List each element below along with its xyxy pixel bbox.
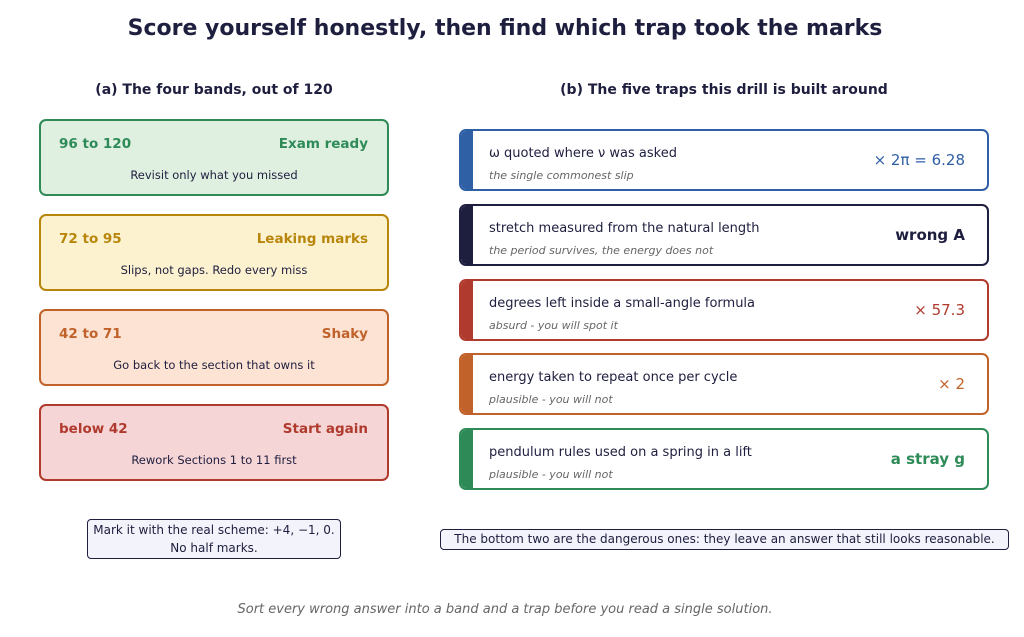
band-range: 42 to 71 [59,326,122,342]
band-advice: Rework Sections 1 to 11 first [131,453,297,467]
page-title: Score yourself honestly, then find which… [127,16,883,41]
band-label: Shaky [321,326,368,342]
trap-card: energy taken to repeat once per cycle pla… [459,353,989,416]
band-range: 72 to 95 [59,231,122,247]
band-card: 96 to 120 Exam ready Revisit only what you… [39,119,389,196]
trap-description: ω quoted where ν was asked [489,146,677,161]
band-advice: Go back to the section that owns it [113,358,315,372]
trap-tag: a stray g [890,450,965,469]
trap-tag: × 2 [938,375,965,394]
band-label: Leaking marks [256,231,368,247]
band-card: below 42 Start again Rework Sections 1 to … [39,404,389,481]
trap-accent [461,280,473,339]
trap-description: degrees left inside a small-angle formul… [489,295,756,311]
footer-note: Sort every wrong answer into a band and … [237,602,773,617]
band-label: Start again [282,421,368,437]
band-range: 96 to 120 [59,136,132,152]
band-advice: Revisit only what you missed [130,168,298,182]
trap-accent [461,131,473,189]
trap-comment: absurd - you will spot it [489,318,618,332]
band-range: below 42 [59,421,128,437]
trap-description: pendulum rules used on a spring in a lif… [489,445,752,461]
bands-note: Mark it with the real scheme: +4, −1, 0.… [87,519,341,559]
band-label: Exam ready [278,136,368,152]
traps-note: The bottom two are the dangerous ones: t… [440,529,1009,550]
trap-description: stretch measured from the natural length [489,220,760,236]
trap-card: stretch measured from the natural length… [459,203,989,266]
trap-card: ω quoted where ν was asked the single com… [459,129,989,191]
trap-comment: plausible - you will not [489,393,613,407]
trap-tag: × 2π = 6.28 [873,151,965,169]
bands-heading: (a) The four bands, out of 120 [95,82,333,98]
band-card: 42 to 71 Shaky Go back to the section that… [39,309,389,386]
band-advice: Slips, not gaps. Redo every miss [120,263,308,277]
trap-comment: plausible - you will not [489,468,613,482]
trap-accent [461,430,473,489]
trap-card: degrees left inside a small-angle formul… [459,278,989,341]
trap-tag: wrong A [895,225,965,244]
trap-comment: the single commonest slip [489,169,634,182]
trap-accent [461,205,473,264]
trap-description: energy taken to repeat once per cycle [489,370,738,386]
trap-comment: the period survives, the energy does not [489,243,714,257]
traps-heading: (b) The five traps this drill is built a… [560,82,888,98]
band-card: 72 to 95 Leaking marks Slips, not gaps. Re… [39,214,389,291]
trap-accent [461,355,473,414]
trap-tag: × 57.3 [914,300,965,319]
trap-card: pendulum rules used on a spring in a lif… [459,428,989,491]
